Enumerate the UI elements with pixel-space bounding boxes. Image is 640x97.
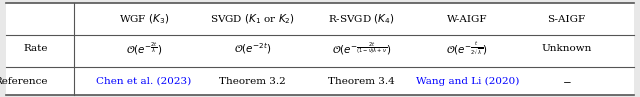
Text: $\mathcal{O}(e^{-\frac{t}{2\sqrt{\lambda}}})$: $\mathcal{O}(e^{-\frac{t}{2\sqrt{\lambda… (446, 40, 488, 57)
Text: Theorem 3.2: Theorem 3.2 (220, 77, 286, 86)
Text: W-AIGF: W-AIGF (447, 15, 488, 24)
Text: $\mathcal{O}(e^{-2t})$: $\mathcal{O}(e^{-2t})$ (234, 41, 271, 56)
Text: S-AIGF: S-AIGF (547, 15, 586, 24)
Text: Rate: Rate (24, 44, 48, 53)
Text: Unknown: Unknown (541, 44, 591, 53)
Text: $\mathcal{O}(e^{-\frac{2t}{(1-\nu)\lambda+\nu}})$: $\mathcal{O}(e^{-\frac{2t}{(1-\nu)\lambd… (332, 40, 391, 57)
Text: Wang and Li (2020): Wang and Li (2020) (415, 77, 519, 86)
Text: SVGD $(K_1$ or $K_2)$: SVGD $(K_1$ or $K_2)$ (211, 13, 295, 26)
Text: $-$: $-$ (561, 77, 572, 86)
FancyBboxPatch shape (6, 3, 634, 95)
Text: Chen et al. (2023): Chen et al. (2023) (97, 77, 191, 86)
Text: Theorem 3.4: Theorem 3.4 (328, 77, 395, 86)
Text: R-SVGD $(K_4)$: R-SVGD $(K_4)$ (328, 13, 395, 26)
Text: WGF $(K_3)$: WGF $(K_3)$ (119, 13, 169, 26)
Text: Reference: Reference (0, 77, 48, 86)
Text: $\mathcal{O}(e^{-\frac{2t}{\lambda}})$: $\mathcal{O}(e^{-\frac{2t}{\lambda}})$ (126, 40, 162, 57)
